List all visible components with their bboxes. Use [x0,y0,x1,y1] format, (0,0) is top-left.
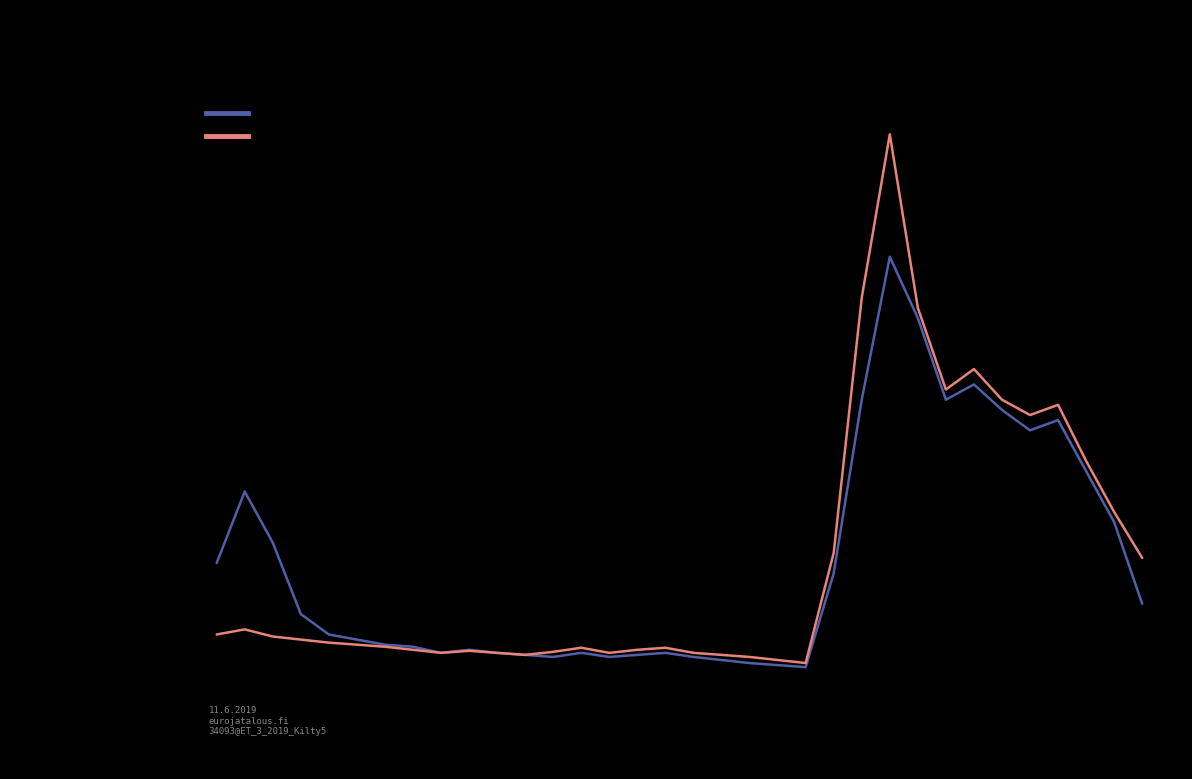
Text: 11.6.2019
eurojatalous.fi
34093@ET_3_2019_Kilty5: 11.6.2019 eurojatalous.fi 34093@ET_3_201… [209,707,327,736]
